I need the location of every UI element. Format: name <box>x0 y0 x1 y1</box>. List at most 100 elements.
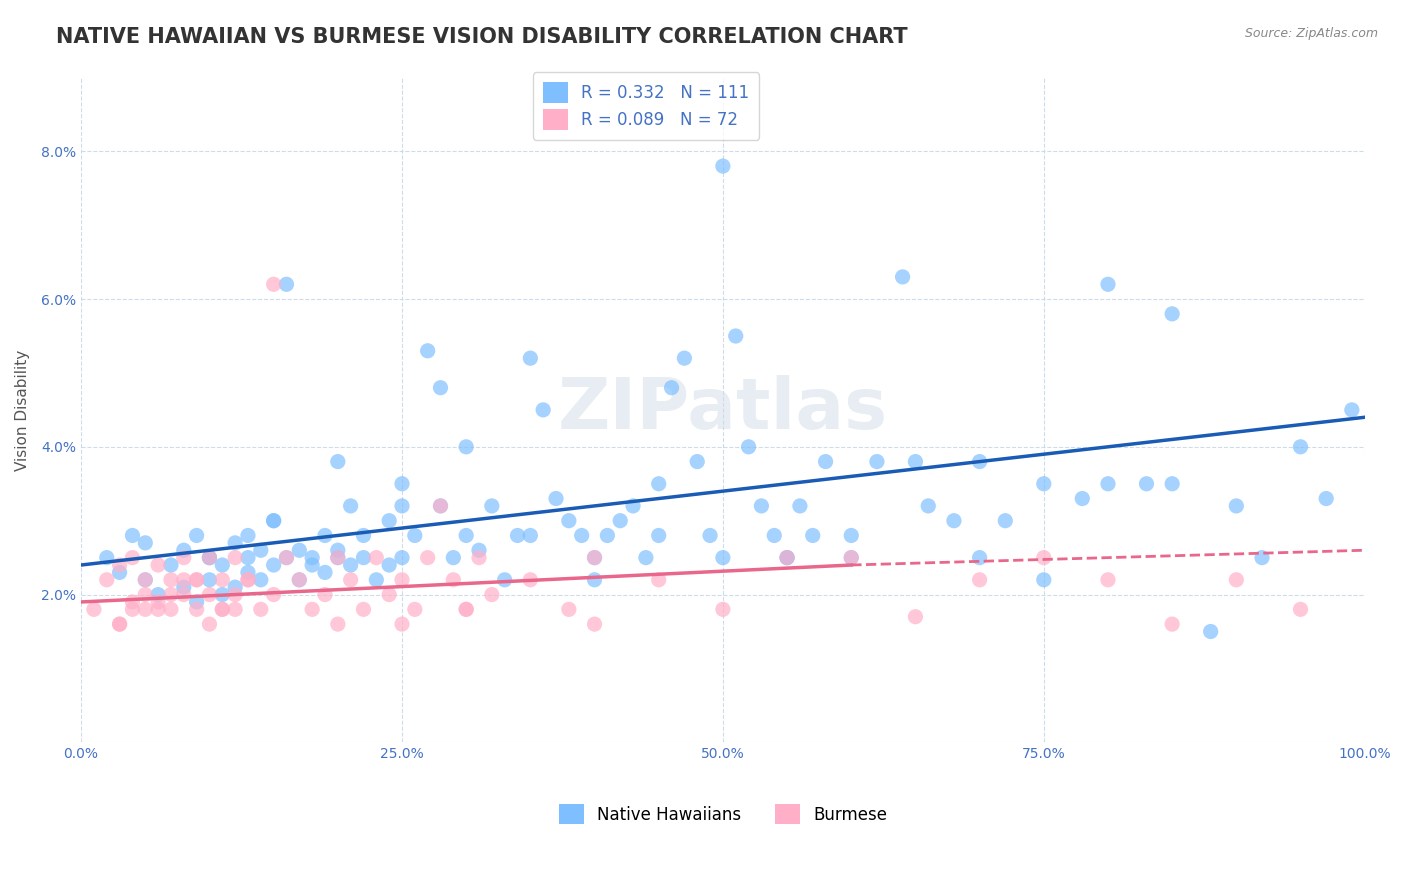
Point <box>146 602 169 616</box>
Point <box>378 558 401 572</box>
Point <box>198 588 221 602</box>
Point <box>198 573 221 587</box>
Point <box>314 588 336 602</box>
Point <box>1199 624 1222 639</box>
Point <box>121 528 143 542</box>
Point <box>391 573 413 587</box>
Point <box>571 528 593 542</box>
Legend: Native Hawaiians, Burmese: Native Hawaiians, Burmese <box>553 797 894 830</box>
Point <box>814 454 837 468</box>
Point <box>751 499 773 513</box>
Point <box>519 573 541 587</box>
Point <box>1340 403 1362 417</box>
Point <box>326 617 349 632</box>
Point <box>1161 476 1184 491</box>
Point <box>1315 491 1337 506</box>
Point <box>904 609 927 624</box>
Point <box>276 277 298 292</box>
Point <box>711 550 734 565</box>
Point <box>121 602 143 616</box>
Point <box>711 602 734 616</box>
Point <box>789 499 811 513</box>
Point <box>326 454 349 468</box>
Point <box>648 528 671 542</box>
Point <box>224 580 246 594</box>
Point <box>263 514 285 528</box>
Point <box>108 617 131 632</box>
Point <box>211 558 233 572</box>
Point <box>366 550 388 565</box>
Point <box>339 558 361 572</box>
Point <box>249 573 271 587</box>
Point <box>391 476 413 491</box>
Point <box>531 403 554 417</box>
Point <box>211 602 233 616</box>
Point <box>942 514 965 528</box>
Point <box>558 514 581 528</box>
Point <box>866 454 889 468</box>
Point <box>621 499 644 513</box>
Point <box>339 573 361 587</box>
Point <box>917 499 939 513</box>
Point <box>263 277 285 292</box>
Point <box>456 528 478 542</box>
Point <box>224 588 246 602</box>
Point <box>198 550 221 565</box>
Point <box>83 602 105 616</box>
Y-axis label: Vision Disability: Vision Disability <box>15 350 30 470</box>
Point <box>456 602 478 616</box>
Point <box>236 566 259 580</box>
Point <box>186 573 208 587</box>
Point <box>763 528 786 542</box>
Point <box>339 499 361 513</box>
Point <box>1032 573 1054 587</box>
Point <box>711 159 734 173</box>
Point <box>366 573 388 587</box>
Text: ZIPatlas: ZIPatlas <box>558 376 889 444</box>
Point <box>224 536 246 550</box>
Point <box>301 550 323 565</box>
Point <box>146 595 169 609</box>
Point <box>249 543 271 558</box>
Point <box>839 550 862 565</box>
Point <box>353 602 375 616</box>
Point <box>263 514 285 528</box>
Point <box>134 602 156 616</box>
Point <box>173 573 195 587</box>
Point <box>416 550 439 565</box>
Point <box>353 550 375 565</box>
Point <box>969 573 991 587</box>
Point <box>263 558 285 572</box>
Point <box>904 454 927 468</box>
Point <box>186 573 208 587</box>
Point <box>314 566 336 580</box>
Point <box>776 550 799 565</box>
Point <box>609 514 631 528</box>
Point <box>326 550 349 565</box>
Point <box>391 550 413 565</box>
Point <box>96 573 118 587</box>
Point <box>583 573 606 587</box>
Point <box>160 588 183 602</box>
Point <box>596 528 619 542</box>
Point <box>186 528 208 542</box>
Point <box>648 476 671 491</box>
Point <box>1289 602 1312 616</box>
Point <box>404 602 426 616</box>
Point <box>416 343 439 358</box>
Point <box>391 617 413 632</box>
Point <box>160 558 183 572</box>
Point <box>1097 573 1119 587</box>
Point <box>801 528 824 542</box>
Point <box>96 550 118 565</box>
Point <box>441 550 464 565</box>
Point <box>288 573 311 587</box>
Point <box>544 491 567 506</box>
Point <box>108 566 131 580</box>
Point <box>186 595 208 609</box>
Point <box>173 588 195 602</box>
Point <box>353 528 375 542</box>
Point <box>108 617 131 632</box>
Point <box>301 558 323 572</box>
Point <box>1032 550 1054 565</box>
